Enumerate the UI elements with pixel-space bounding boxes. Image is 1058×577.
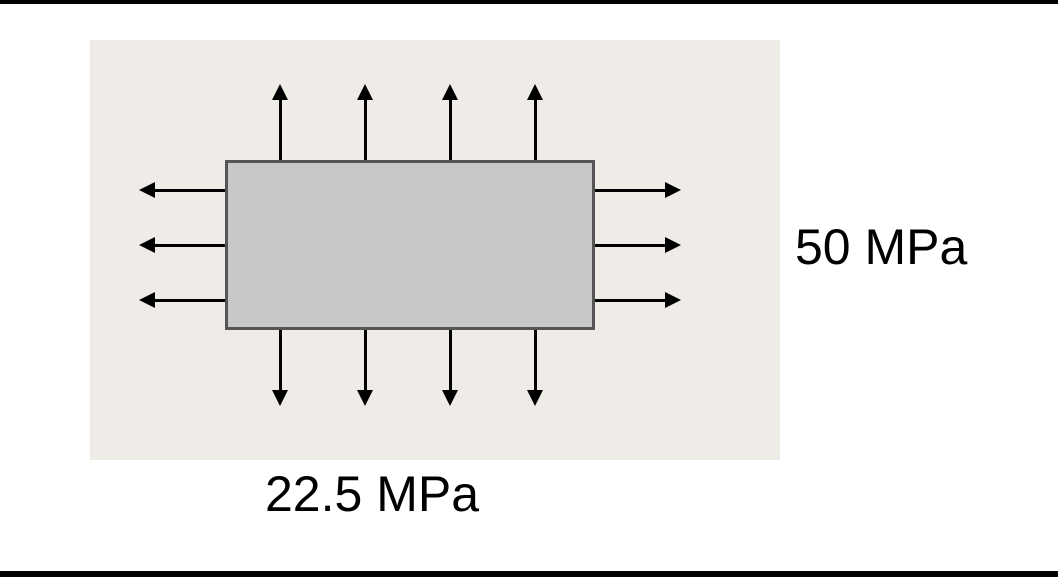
arrow-right-shaft — [595, 299, 665, 302]
arrow-up-head — [272, 84, 288, 100]
arrow-down-head — [357, 390, 373, 406]
sigma-y-label: 22.5 MPa — [265, 465, 479, 523]
figure-border-top — [0, 0, 1058, 4]
arrow-down-shaft — [534, 330, 537, 390]
arrow-left-head — [139, 182, 155, 198]
arrow-left-shaft — [155, 244, 225, 247]
arrow-right-head — [665, 182, 681, 198]
arrow-right-head — [665, 237, 681, 253]
arrow-left-head — [139, 292, 155, 308]
figure-border-bottom — [0, 571, 1058, 577]
arrow-right-shaft — [595, 189, 665, 192]
arrow-left-shaft — [155, 189, 225, 192]
arrow-down-head — [272, 390, 288, 406]
arrow-right-head — [665, 292, 681, 308]
arrow-right-shaft — [595, 244, 665, 247]
arrow-down-head — [442, 390, 458, 406]
arrow-down-shaft — [364, 330, 367, 390]
arrow-up-head — [357, 84, 373, 100]
arrow-up-head — [527, 84, 543, 100]
arrow-down-shaft — [279, 330, 282, 390]
arrow-down-shaft — [449, 330, 452, 390]
arrow-down-head — [527, 390, 543, 406]
arrow-up-shaft — [364, 100, 367, 160]
arrow-left-shaft — [155, 299, 225, 302]
arrow-up-head — [442, 84, 458, 100]
arrow-up-shaft — [449, 100, 452, 160]
arrow-up-shaft — [279, 100, 282, 160]
sigma-x-label: 50 MPa — [795, 218, 967, 276]
arrow-left-head — [139, 237, 155, 253]
stress-element-rect — [225, 160, 595, 330]
arrow-up-shaft — [534, 100, 537, 160]
